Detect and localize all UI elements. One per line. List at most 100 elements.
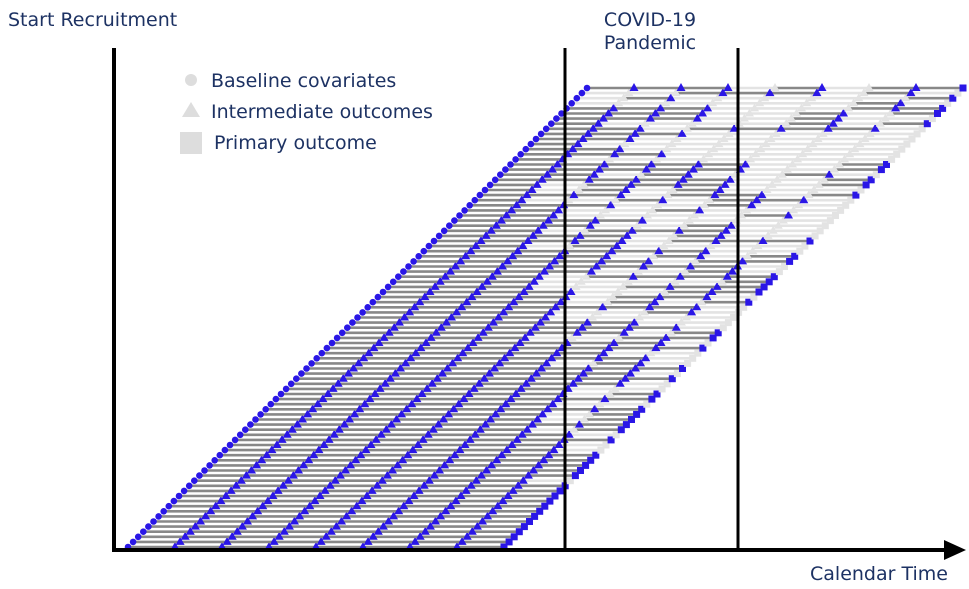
intermediate-marker xyxy=(404,496,414,505)
intermediate-marker xyxy=(415,531,425,540)
intermediate-marker xyxy=(351,455,361,464)
intermediate-marker xyxy=(222,536,232,545)
intermediate-marker xyxy=(600,394,610,403)
intermediate-marker xyxy=(564,429,574,438)
intermediate-marker xyxy=(339,419,349,428)
primary-marker xyxy=(877,166,885,174)
intermediate-marker xyxy=(443,363,452,372)
intermediate-marker xyxy=(542,169,552,178)
primary-marker xyxy=(847,196,855,204)
intermediate-marker xyxy=(828,118,838,127)
intermediate-marker xyxy=(385,373,395,382)
intermediate-marker xyxy=(590,215,600,224)
intermediate-marker xyxy=(578,134,588,142)
intermediate-marker xyxy=(481,230,491,239)
intermediate-marker xyxy=(649,251,659,260)
baseline-marker xyxy=(318,349,326,357)
primary-marker xyxy=(663,380,671,388)
intermediate-marker xyxy=(666,327,676,336)
intermediate-marker xyxy=(751,149,761,158)
primary-marker xyxy=(862,181,870,189)
intermediate-marker xyxy=(486,225,496,234)
intermediate-marker xyxy=(472,287,482,295)
intermediate-marker xyxy=(552,348,562,357)
intermediate-marker xyxy=(518,241,528,250)
primary-marker xyxy=(582,461,590,469)
intermediate-marker xyxy=(288,470,298,479)
intermediate-marker xyxy=(368,531,378,540)
intermediate-marker xyxy=(626,179,636,188)
intermediate-marker xyxy=(653,200,663,209)
baseline-marker xyxy=(578,89,586,97)
intermediate-marker xyxy=(517,429,527,438)
intermediate-marker xyxy=(345,414,354,423)
intermediate-marker xyxy=(394,506,404,515)
intermediate-marker xyxy=(300,506,310,515)
intermediate-marker xyxy=(554,440,564,448)
intermediate-marker xyxy=(406,353,416,362)
intermediate-marker xyxy=(665,281,675,290)
intermediate-marker xyxy=(609,338,619,346)
baseline-marker xyxy=(491,176,499,184)
intermediate-marker xyxy=(499,307,509,316)
intermediate-marker xyxy=(875,118,885,127)
primary-marker xyxy=(923,120,931,128)
intermediate-marker xyxy=(670,276,680,285)
intermediate-marker xyxy=(568,144,578,153)
intermediate-marker xyxy=(500,353,510,362)
intermediate-marker xyxy=(530,322,540,331)
primary-marker xyxy=(821,222,829,230)
baseline-marker xyxy=(548,120,555,127)
primary-marker xyxy=(684,359,692,367)
intermediate-marker xyxy=(845,149,855,158)
intermediate-marker xyxy=(658,195,668,204)
intermediate-marker xyxy=(473,332,483,341)
intermediate-marker xyxy=(589,358,599,367)
baseline-marker xyxy=(160,508,167,515)
intermediate-marker xyxy=(568,378,578,387)
baseline-marker xyxy=(583,84,591,92)
intermediate-marker xyxy=(314,445,324,454)
intermediate-marker xyxy=(478,516,487,525)
intermediate-marker xyxy=(659,241,669,250)
primary-marker xyxy=(740,303,748,311)
intermediate-marker xyxy=(267,445,277,454)
intermediate-marker xyxy=(435,465,444,474)
intermediate-marker xyxy=(362,491,372,499)
intermediate-marker xyxy=(809,185,819,193)
primary-marker xyxy=(837,206,845,214)
intermediate-marker xyxy=(623,276,633,285)
intermediate-marker xyxy=(870,123,880,132)
intermediate-marker xyxy=(425,521,435,530)
intermediate-marker xyxy=(400,312,409,321)
baseline-marker xyxy=(298,370,305,377)
intermediate-marker xyxy=(739,113,749,122)
intermediate-marker xyxy=(590,404,600,413)
intermediate-marker xyxy=(901,93,911,102)
intermediate-marker xyxy=(495,358,505,367)
primary-marker xyxy=(913,130,921,138)
intermediate-marker xyxy=(412,394,422,403)
intermediate-marker xyxy=(520,332,530,341)
intermediate-marker xyxy=(757,190,767,199)
intermediate-marker xyxy=(833,113,843,122)
intermediate-marker xyxy=(455,445,465,454)
intermediate-marker xyxy=(508,251,518,260)
baseline-marker xyxy=(374,293,382,301)
intermediate-marker xyxy=(555,251,565,260)
intermediate-marker xyxy=(612,241,622,250)
primary-marker xyxy=(724,319,732,327)
intermediate-marker xyxy=(611,195,621,204)
intermediate-marker xyxy=(440,271,450,280)
intermediate-marker xyxy=(655,292,665,301)
intermediate-marker xyxy=(409,491,419,499)
intermediate-marker xyxy=(777,169,787,178)
intermediate-marker xyxy=(849,98,859,107)
intermediate-marker xyxy=(425,287,435,295)
intermediate-marker xyxy=(492,455,502,464)
intermediate-marker xyxy=(411,348,421,357)
primary-marker xyxy=(934,110,941,117)
baseline-marker xyxy=(471,196,479,204)
baseline-marker xyxy=(573,94,581,102)
intermediate-marker xyxy=(582,317,592,326)
